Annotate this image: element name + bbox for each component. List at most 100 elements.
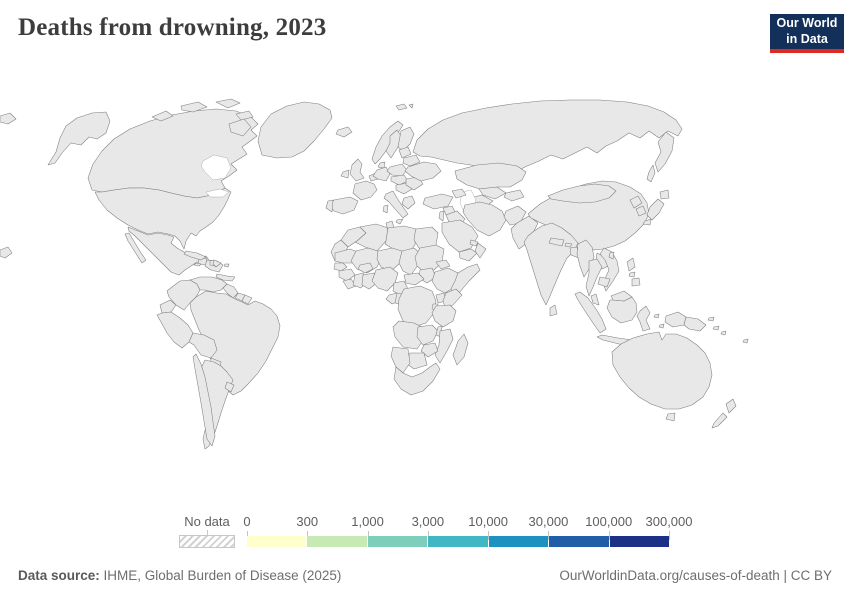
country-venezuela[interactable] (189, 276, 228, 293)
legend-segment-4[interactable] (428, 536, 488, 547)
country-spain[interactable] (328, 196, 359, 215)
country-canada[interactable] (180, 101, 208, 113)
country-papua-new-guinea[interactable] (683, 316, 707, 332)
country-burkina-faso[interactable] (357, 262, 374, 274)
country-baltics[interactable] (398, 146, 412, 159)
country-germany[interactable] (372, 166, 391, 182)
country-portugal[interactable] (325, 199, 334, 213)
country-canada[interactable] (228, 118, 252, 137)
country-saudi-arabia[interactable] (441, 219, 479, 253)
legend-segment-7[interactable] (609, 536, 669, 547)
country-russia-kamchatka[interactable] (654, 131, 675, 173)
country-caucasus[interactable] (451, 188, 467, 199)
country-dominican-republic[interactable] (212, 259, 222, 268)
country-philippines[interactable] (631, 277, 641, 287)
country-eritrea[interactable] (435, 259, 451, 270)
country-czechia-hungary[interactable] (390, 174, 409, 186)
country-jamaica[interactable] (193, 262, 202, 267)
country-turkey[interactable] (422, 193, 454, 210)
country-french-guiana[interactable] (241, 294, 253, 305)
country-svalbard[interactable] (395, 103, 408, 111)
country-peru[interactable] (156, 311, 194, 349)
country-sri-lanka[interactable] (549, 304, 558, 317)
country-central-african-republic[interactable] (403, 272, 425, 286)
country-indonesia-papua[interactable] (664, 311, 687, 328)
country-dr-congo[interactable] (397, 285, 437, 328)
country-australia[interactable] (611, 331, 713, 410)
country-ecuador[interactable] (159, 299, 177, 314)
legend-segment-3[interactable] (367, 536, 428, 547)
country-canada[interactable] (87, 108, 259, 199)
country-uae[interactable] (469, 239, 479, 247)
country-japan[interactable] (646, 198, 665, 221)
country-italy[interactable] (382, 204, 389, 214)
country-russia-wrap[interactable] (0, 112, 17, 125)
country-chad[interactable] (398, 247, 421, 276)
country-somalia[interactable] (450, 263, 481, 298)
country-svalbard[interactable] (408, 103, 414, 109)
country-malaysia-peninsula[interactable] (590, 293, 600, 306)
country-chile[interactable] (192, 353, 216, 447)
legend-segment-2[interactable] (307, 536, 367, 547)
country-thailand[interactable] (585, 258, 603, 297)
country-cuba[interactable] (183, 250, 207, 261)
country-uzbekistan[interactable] (478, 186, 507, 200)
country-guinea[interactable] (338, 268, 356, 282)
country-bhutan[interactable] (564, 242, 573, 248)
country-russia-wrap[interactable] (0, 246, 13, 259)
country-nepal[interactable] (548, 237, 565, 247)
legend-segment-1[interactable] (247, 536, 307, 547)
country-north-korea[interactable] (629, 195, 643, 209)
footer-license-link[interactable]: OurWorldinData.org/causes-of-death | CC … (559, 568, 832, 583)
country-costa-rica-panama[interactable] (215, 273, 236, 282)
country-indonesia-moluccas[interactable] (653, 313, 660, 319)
country-papua-new-guinea[interactable] (707, 316, 715, 322)
country-united-states-alaska[interactable] (47, 111, 111, 166)
country-zimbabwe[interactable] (420, 342, 439, 358)
country-sudan[interactable] (414, 244, 445, 273)
country-nigeria[interactable] (371, 266, 399, 292)
country-angola[interactable] (392, 320, 425, 350)
country-kazakhstan[interactable] (454, 162, 527, 190)
country-united-kingdom[interactable] (349, 158, 365, 182)
country-mongolia[interactable] (547, 183, 617, 204)
country-canada[interactable] (151, 110, 174, 122)
country-new-zealand-south[interactable] (711, 412, 728, 429)
country-south-korea[interactable] (635, 205, 647, 217)
country-indonesia-sumatra[interactable] (574, 291, 607, 334)
country-italy[interactable] (395, 218, 404, 225)
country-tanzania[interactable] (431, 304, 457, 328)
country-indonesia-sulawesi[interactable] (636, 305, 651, 332)
country-philippines[interactable] (626, 257, 636, 272)
country-iran[interactable] (462, 201, 507, 237)
country-russia[interactable] (412, 99, 683, 177)
country-greece[interactable] (401, 195, 416, 210)
country-yemen[interactable] (458, 248, 478, 262)
country-cambodia[interactable] (597, 276, 611, 288)
country-greenland[interactable] (257, 101, 333, 159)
country-japan[interactable] (659, 189, 670, 200)
country-finland[interactable] (397, 126, 415, 152)
country-malaysia-borneo[interactable] (610, 290, 633, 302)
country-iceland[interactable] (335, 126, 353, 138)
no-data-swatch[interactable] (179, 535, 235, 548)
country-australia-tasmania[interactable] (665, 412, 676, 422)
country-oman[interactable] (474, 242, 487, 259)
country-france[interactable] (352, 180, 378, 201)
country-mali[interactable] (350, 247, 383, 274)
country-italy[interactable] (383, 190, 409, 219)
country-kenya[interactable] (442, 288, 463, 308)
country-ukraine[interactable] (404, 161, 442, 182)
country-new-zealand-north[interactable] (725, 398, 737, 414)
legend-segment-6[interactable] (549, 536, 609, 547)
country-russia-sakhalin[interactable] (646, 164, 656, 183)
country-papua-new-guinea[interactable] (712, 325, 720, 331)
country-taiwan[interactable] (608, 251, 615, 260)
country-sweden[interactable] (385, 129, 402, 159)
country-mexico[interactable] (124, 232, 147, 264)
country-philippines[interactable] (628, 271, 636, 278)
country-puerto-rico[interactable] (223, 263, 230, 268)
legend-segment-5[interactable] (488, 536, 549, 547)
country-mozambique[interactable] (434, 328, 454, 364)
country-south-africa[interactable] (393, 362, 441, 396)
